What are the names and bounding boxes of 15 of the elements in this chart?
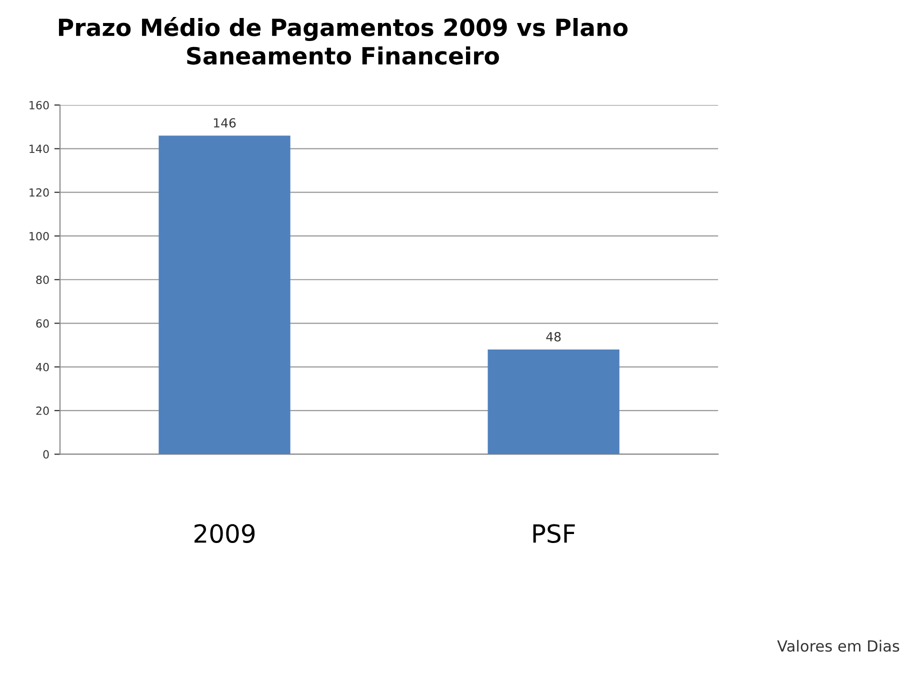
y-tick-label: 60 bbox=[36, 319, 49, 328]
y-tick-label: 20 bbox=[36, 406, 49, 415]
y-tick-label: 120 bbox=[30, 188, 49, 197]
y-tick-label: 160 bbox=[30, 101, 49, 110]
y-tick-label: 40 bbox=[36, 362, 49, 372]
y-tick-label: 0 bbox=[43, 450, 49, 459]
text: Valores em Dias bbox=[777, 640, 900, 652]
data-label: 48 bbox=[546, 332, 561, 342]
x-tick-label: PSF bbox=[533, 524, 575, 544]
x-tick-label: 2009 bbox=[194, 524, 255, 544]
y-tick-label: 140 bbox=[30, 144, 49, 154]
y-tick-label: 100 bbox=[30, 232, 49, 240]
data-label: 146 bbox=[214, 118, 236, 128]
y-tick-label: 80 bbox=[36, 276, 49, 284]
chart-title: Prazo Médio de Pagamentos 2009 vs Plano Saneamento Financeiro bbox=[58, 17, 628, 65]
